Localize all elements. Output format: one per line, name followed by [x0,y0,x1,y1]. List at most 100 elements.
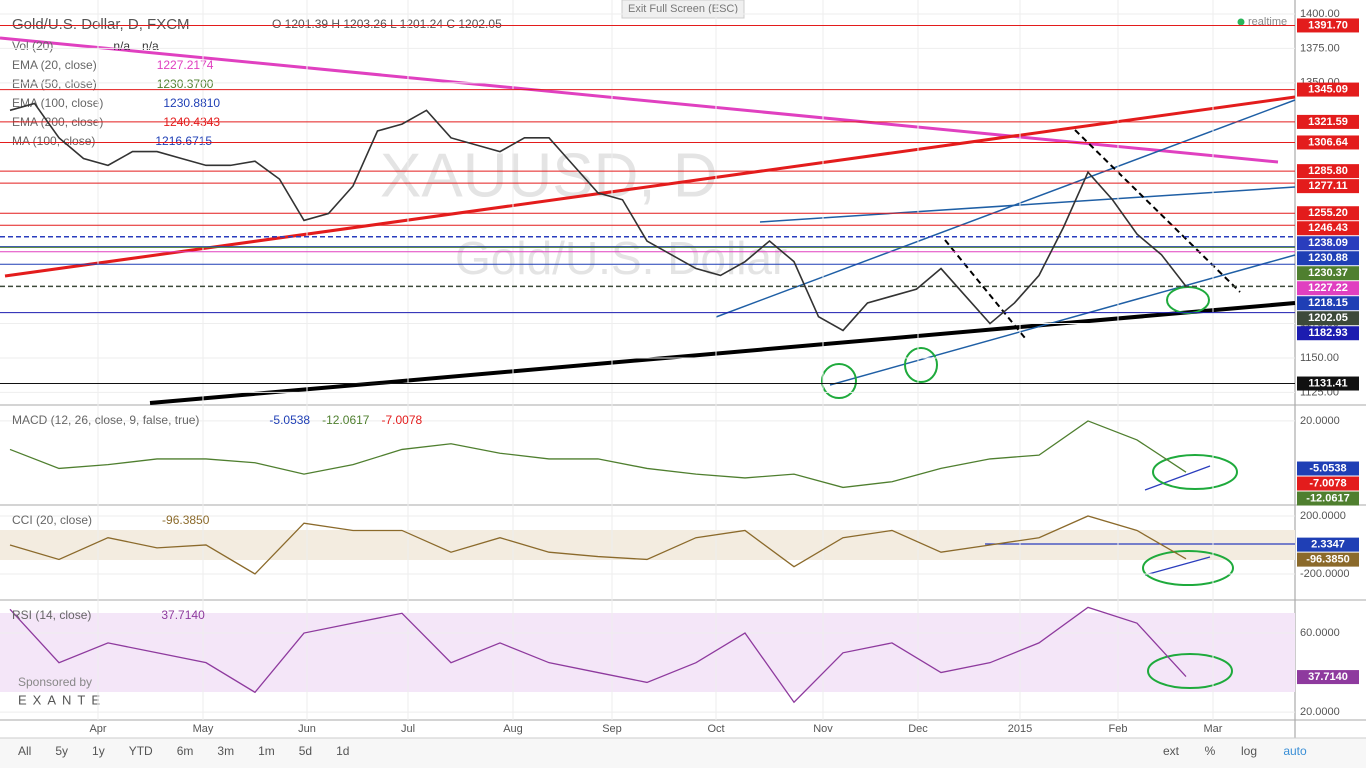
study-value: n/a [113,39,130,53]
sponsor-label: Sponsored by [18,675,92,689]
highlight [1147,653,1233,689]
price-badge [1297,552,1359,567]
study-value: 1216.6715 [155,134,212,148]
status-dot [1237,18,1245,26]
study-name: EMA (20, close) [12,58,97,72]
channel-line [715,99,1296,318]
highlight [821,363,857,399]
price-badge-label: 1321.59 [1308,116,1348,128]
option-button[interactable]: ext [1163,744,1180,758]
y-tick-label: 20.0000 [1300,415,1340,427]
option-button[interactable]: log [1241,744,1257,758]
close-price-line [9,102,1187,332]
price-badge-label: 1285.80 [1308,165,1348,177]
indicator-readout: -12.0617 [322,413,370,427]
range-button[interactable]: YTD [129,744,153,758]
price-badge [1297,82,1359,97]
study-name: Vol (20) [12,39,53,53]
x-tick-label: Aug [503,723,523,735]
study-value: 1230.3700 [157,77,214,91]
highlight [1152,454,1238,490]
rsi-band [0,613,1295,692]
exit-fullscreen-label[interactable]: Exit Full Screen (ESC) [628,3,738,15]
price-badge [1297,491,1359,506]
x-tick-label: Dec [908,723,928,735]
price-badge-label: -96.3850 [1306,554,1349,566]
price-badge-label: 1218.15 [1308,297,1348,309]
price-badge-label: 37.7140 [1308,671,1348,683]
price-badge [1297,18,1359,33]
indicator-readout: -5.0538 [269,413,310,427]
indicator-readout: -7.0078 [381,413,422,427]
channel-line [829,254,1296,386]
price-badge [1297,326,1359,341]
price-badge [1297,206,1359,221]
price-badge-label: 1277.11 [1308,180,1347,192]
ohlc-readout: O 1201.39 H 1203.26 L 1201.24 C 1202.05 [272,17,502,31]
indicator-title: MACD (12, 26, close, 9, false, true) [12,413,199,427]
price-badge [1297,296,1359,311]
price-badge-label: 1306.64 [1308,136,1349,148]
price-badge [1297,135,1359,150]
y-tick-label: 200.0000 [1300,510,1346,522]
price-badge [1297,476,1359,491]
option-button[interactable]: % [1205,744,1216,758]
indicator-readout: 37.7140 [161,608,205,622]
y-tick-label: 1400.00 [1300,8,1340,20]
indicator-title: RSI (14, close) [12,608,91,622]
drawings [0,36,1296,689]
price-badge-label: 1255.20 [1308,207,1348,219]
range-button[interactable]: 3m [217,744,234,758]
range-button[interactable]: 5y [55,744,68,758]
price-badge-label: 1238.09 [1308,237,1348,249]
range-button[interactable]: All [18,744,31,758]
price-badge-label: 1131.41 [1308,377,1347,389]
x-tick-label: Oct [707,723,724,735]
option-button[interactable]: auto [1283,744,1307,758]
price-badge-label: 1227.22 [1308,282,1348,294]
trendline [1144,465,1211,491]
range-button[interactable]: 5d [299,744,312,758]
price-badge [1297,311,1359,326]
price-badge-label: 1202.05 [1308,312,1348,324]
chart-title: Gold/U.S. Dollar, D, FXCM [12,16,190,33]
indicator-title: CCI (20, close) [12,513,92,527]
sponsor-name: EXANTE [18,692,106,707]
price-badge [1297,266,1359,281]
trendline [149,301,1296,405]
price-badge [1297,179,1359,194]
price-badge-label: 1230.37 [1308,267,1348,279]
price-badge [1297,251,1359,266]
cci-band [0,530,1295,560]
price-badge-label: 1246.43 [1308,222,1348,234]
price-badge [1297,537,1359,552]
study-value: n/a [142,39,159,53]
price-badge [1297,281,1359,296]
price-badge-label: 2.3347 [1311,539,1345,551]
x-tick-label: Jul [401,723,415,735]
range-button[interactable]: 1d [336,744,349,758]
trendline [0,36,1279,164]
highlight [904,347,938,383]
price-badge [1297,236,1359,251]
x-tick-label: Mar [1204,723,1223,735]
trendline [4,95,1296,278]
price-badge-label: 1391.70 [1308,19,1348,31]
price-badge-label: -5.0538 [1309,462,1346,474]
status: realtime [1248,16,1287,28]
x-tick-label: Jun [298,723,316,735]
range-button[interactable]: 1y [92,744,105,758]
exit-fullscreen-button[interactable] [621,0,745,19]
range-button[interactable]: 6m [177,744,194,758]
range-button[interactable]: 1m [258,744,275,758]
x-tick-label: Feb [1109,723,1128,735]
x-tick-label: Sep [602,723,622,735]
dashed-trendline [944,239,1026,339]
toolbar [0,738,1366,768]
indicator-line [9,515,1187,575]
highlight [1142,550,1234,586]
y-tick-label: 60.0000 [1300,627,1340,639]
x-tick-label: Nov [813,723,833,735]
price-badge-label: 1230.88 [1308,252,1348,264]
x-tick-label: Apr [89,723,106,735]
